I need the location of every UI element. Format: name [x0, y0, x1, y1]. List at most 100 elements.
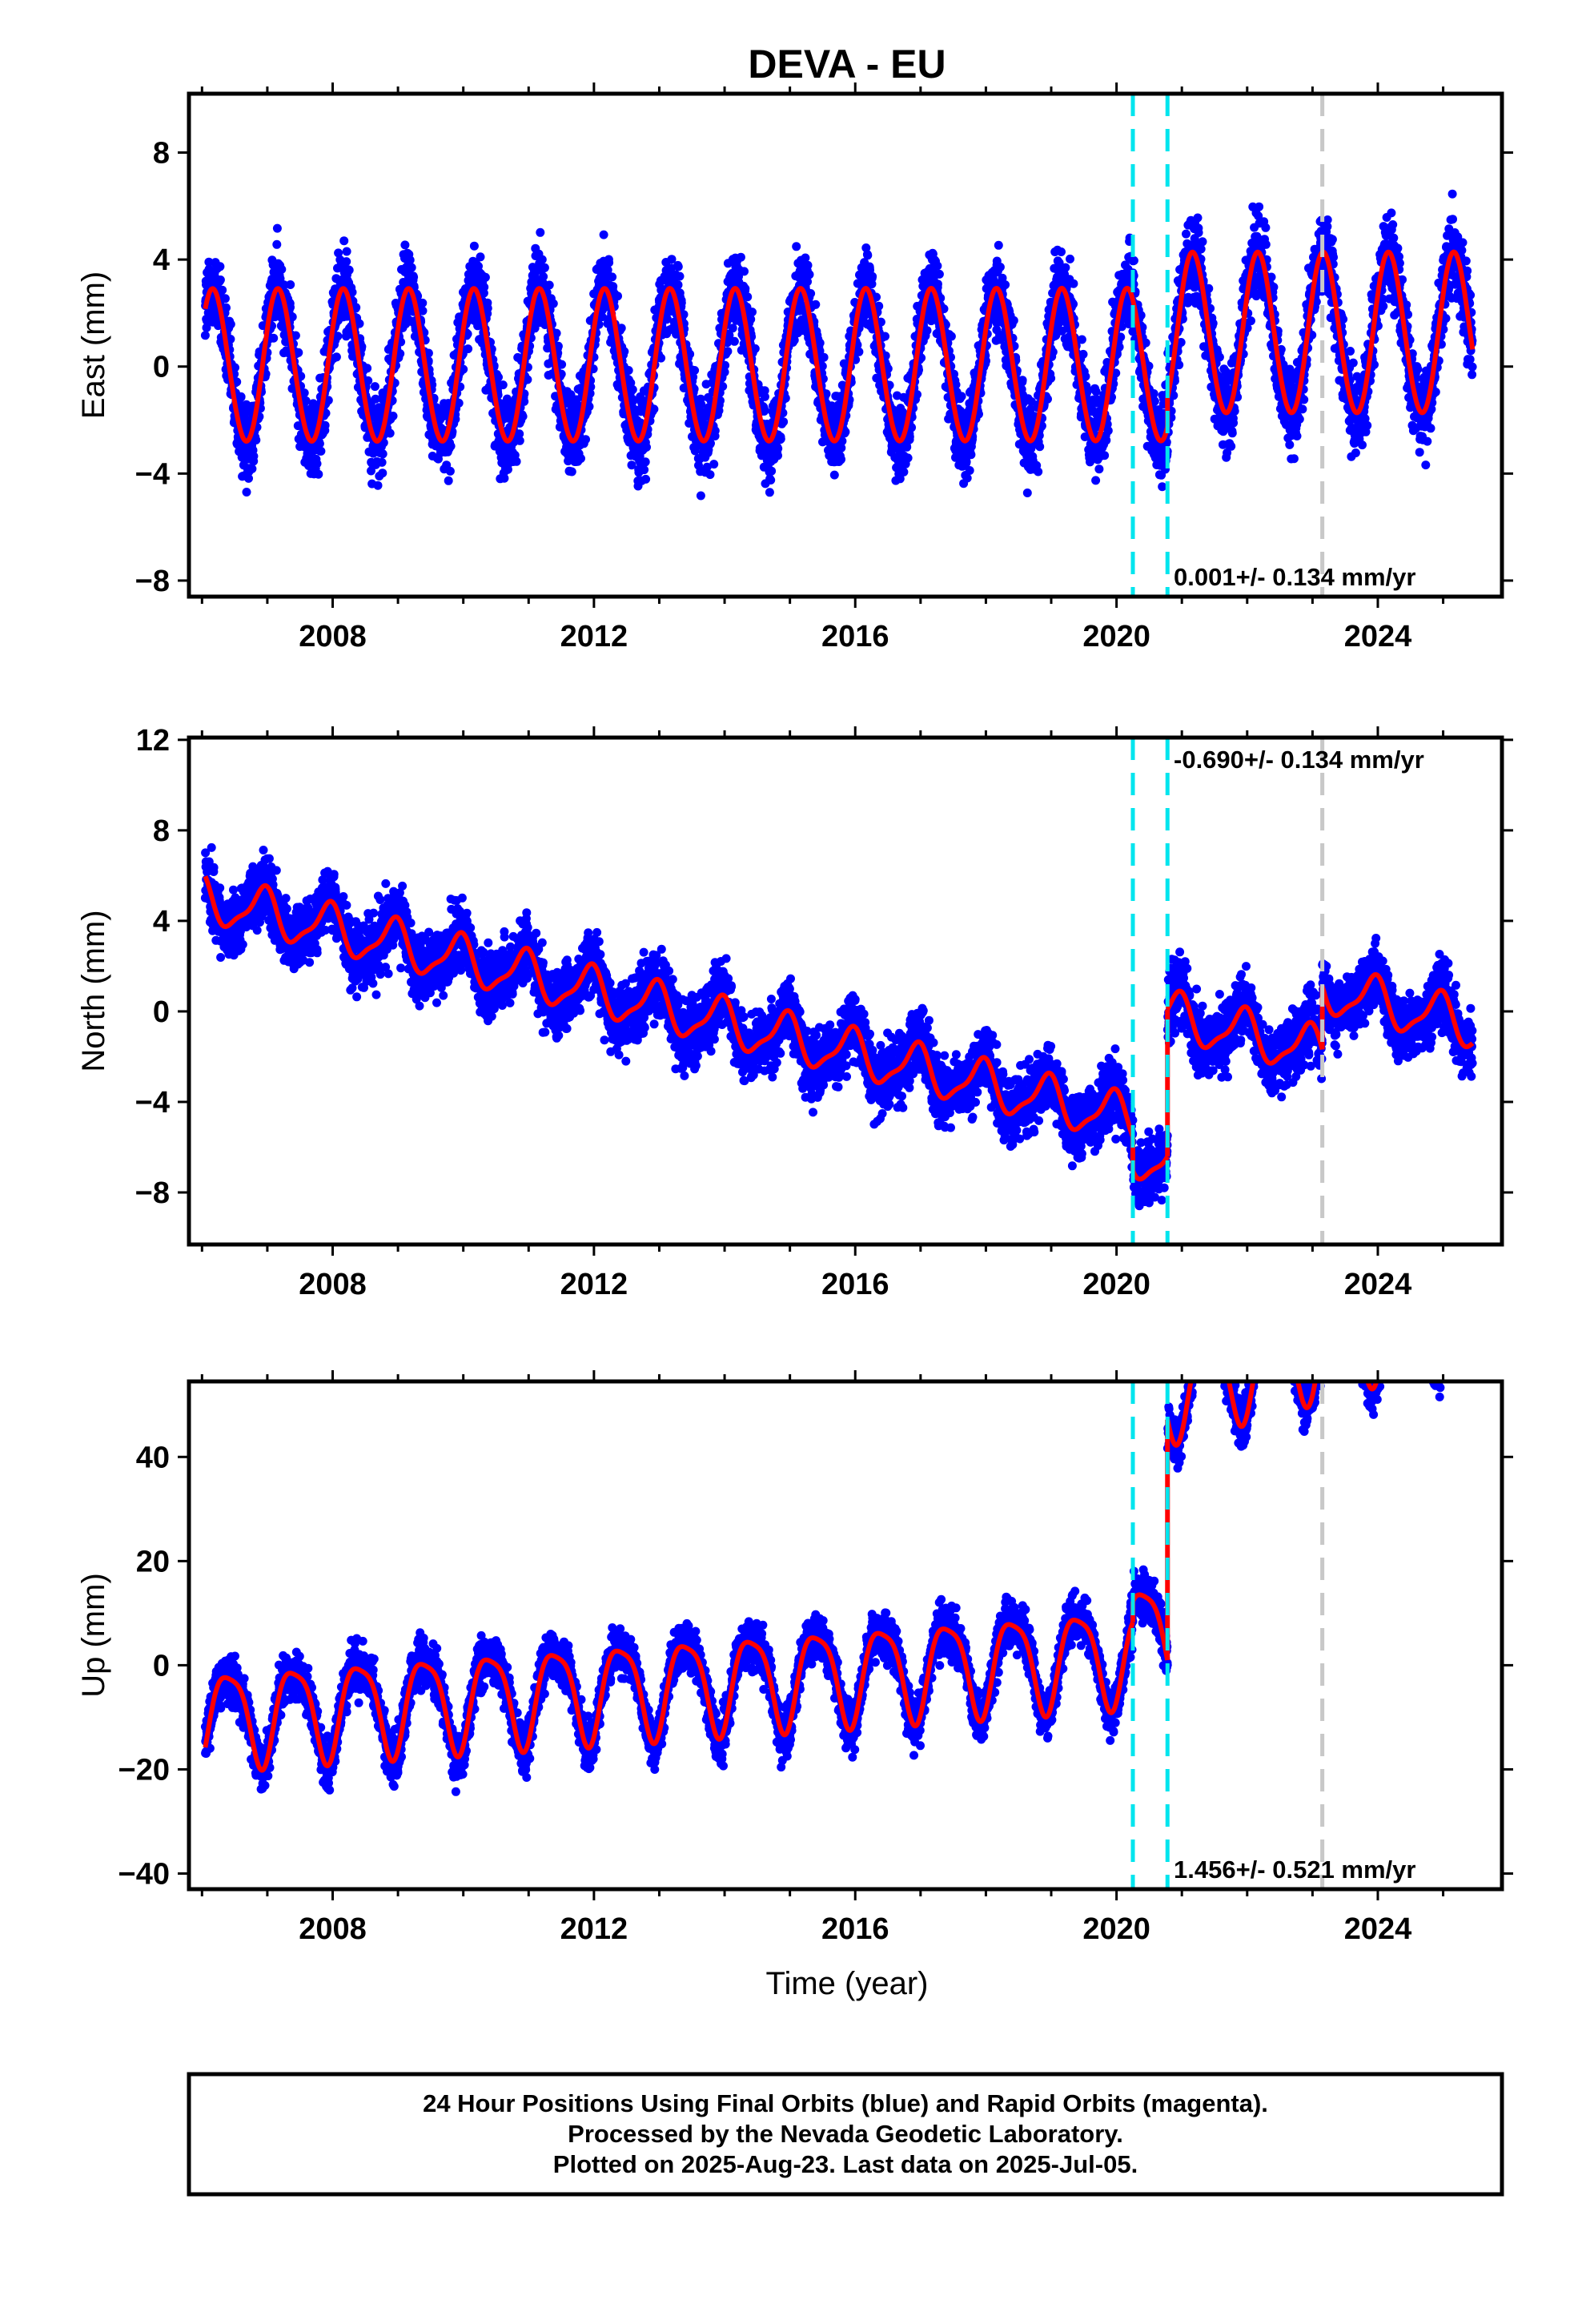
data-point [803, 277, 812, 287]
data-point [666, 263, 676, 273]
data-point [355, 319, 364, 328]
data-point [616, 324, 626, 333]
data-point [649, 404, 659, 414]
data-point [444, 476, 453, 485]
data-point [249, 452, 259, 461]
data-point [342, 247, 351, 256]
data-point [463, 329, 472, 339]
data-point [1046, 373, 1056, 383]
data-point [1069, 279, 1078, 288]
data-point [805, 270, 814, 279]
data-point [363, 364, 372, 373]
data-point [690, 446, 700, 456]
data-point [378, 449, 387, 459]
data-point [400, 240, 410, 250]
data-point [640, 457, 650, 467]
data-point [1009, 316, 1018, 325]
data-point [301, 396, 311, 405]
data-point [287, 312, 297, 322]
data-point [1066, 254, 1074, 263]
data-point [723, 347, 733, 356]
data-point [767, 466, 777, 476]
data-point [702, 462, 712, 472]
data-point [673, 280, 683, 290]
east-data-points [200, 189, 1477, 501]
data-point [765, 488, 774, 497]
data-point [620, 347, 629, 356]
data-point [584, 402, 594, 412]
data-point [801, 253, 810, 263]
data-point [215, 275, 225, 284]
data-point [829, 470, 839, 480]
data-point [779, 417, 789, 427]
data-point [314, 469, 323, 479]
data-point [1022, 489, 1032, 497]
data-point [518, 412, 528, 421]
data-point [725, 331, 734, 340]
data-point [613, 292, 622, 301]
data-point [494, 372, 503, 382]
data-point [1057, 247, 1066, 256]
data-point [729, 336, 739, 346]
data-point [512, 456, 521, 466]
data-point [995, 263, 1005, 271]
data-point [720, 368, 729, 377]
data-point [202, 323, 211, 332]
data-point [709, 460, 719, 469]
data-point [236, 392, 246, 401]
data-point [934, 269, 944, 279]
data-point [627, 460, 636, 470]
data-point [215, 262, 225, 271]
data-point [536, 227, 545, 237]
data-point [523, 375, 532, 384]
data-point [286, 280, 295, 289]
data-point [331, 352, 341, 362]
figure-title: DEVA - EU [748, 42, 946, 86]
data-point [760, 404, 769, 414]
data-point [446, 441, 456, 451]
data-point [251, 436, 261, 444]
data-point [854, 347, 864, 356]
data-point [269, 333, 279, 343]
data-point [231, 363, 239, 372]
data-point [409, 272, 419, 282]
data-point [418, 306, 428, 316]
data-point [476, 252, 485, 262]
data-point [728, 324, 737, 333]
data-point [604, 258, 614, 267]
data-point [705, 470, 715, 480]
data-point [464, 344, 473, 354]
data-point [608, 282, 618, 292]
data-point [642, 442, 651, 452]
data-point [363, 376, 373, 385]
data-point [1061, 263, 1070, 272]
data-point [1001, 280, 1010, 290]
data-point [200, 331, 210, 340]
data-point [781, 393, 790, 403]
data-point [1035, 442, 1045, 452]
data-point [226, 335, 235, 344]
data-point [679, 310, 689, 320]
data-point [500, 473, 509, 483]
data-point [1091, 387, 1101, 396]
data-point [373, 480, 383, 490]
data-point [656, 353, 666, 363]
data-point [320, 420, 330, 430]
data-point [557, 360, 567, 369]
data-point [339, 236, 349, 246]
data-point [367, 466, 375, 476]
data-point [673, 262, 683, 271]
data-point [553, 341, 563, 351]
data-point [933, 279, 942, 289]
data-point [818, 437, 827, 447]
data-point [370, 382, 379, 392]
data-point [294, 348, 303, 357]
data-point [641, 474, 651, 484]
data-point [696, 491, 705, 501]
data-point [344, 265, 354, 275]
data-point [1091, 476, 1101, 485]
data-point [675, 271, 685, 281]
data-point [806, 289, 816, 298]
